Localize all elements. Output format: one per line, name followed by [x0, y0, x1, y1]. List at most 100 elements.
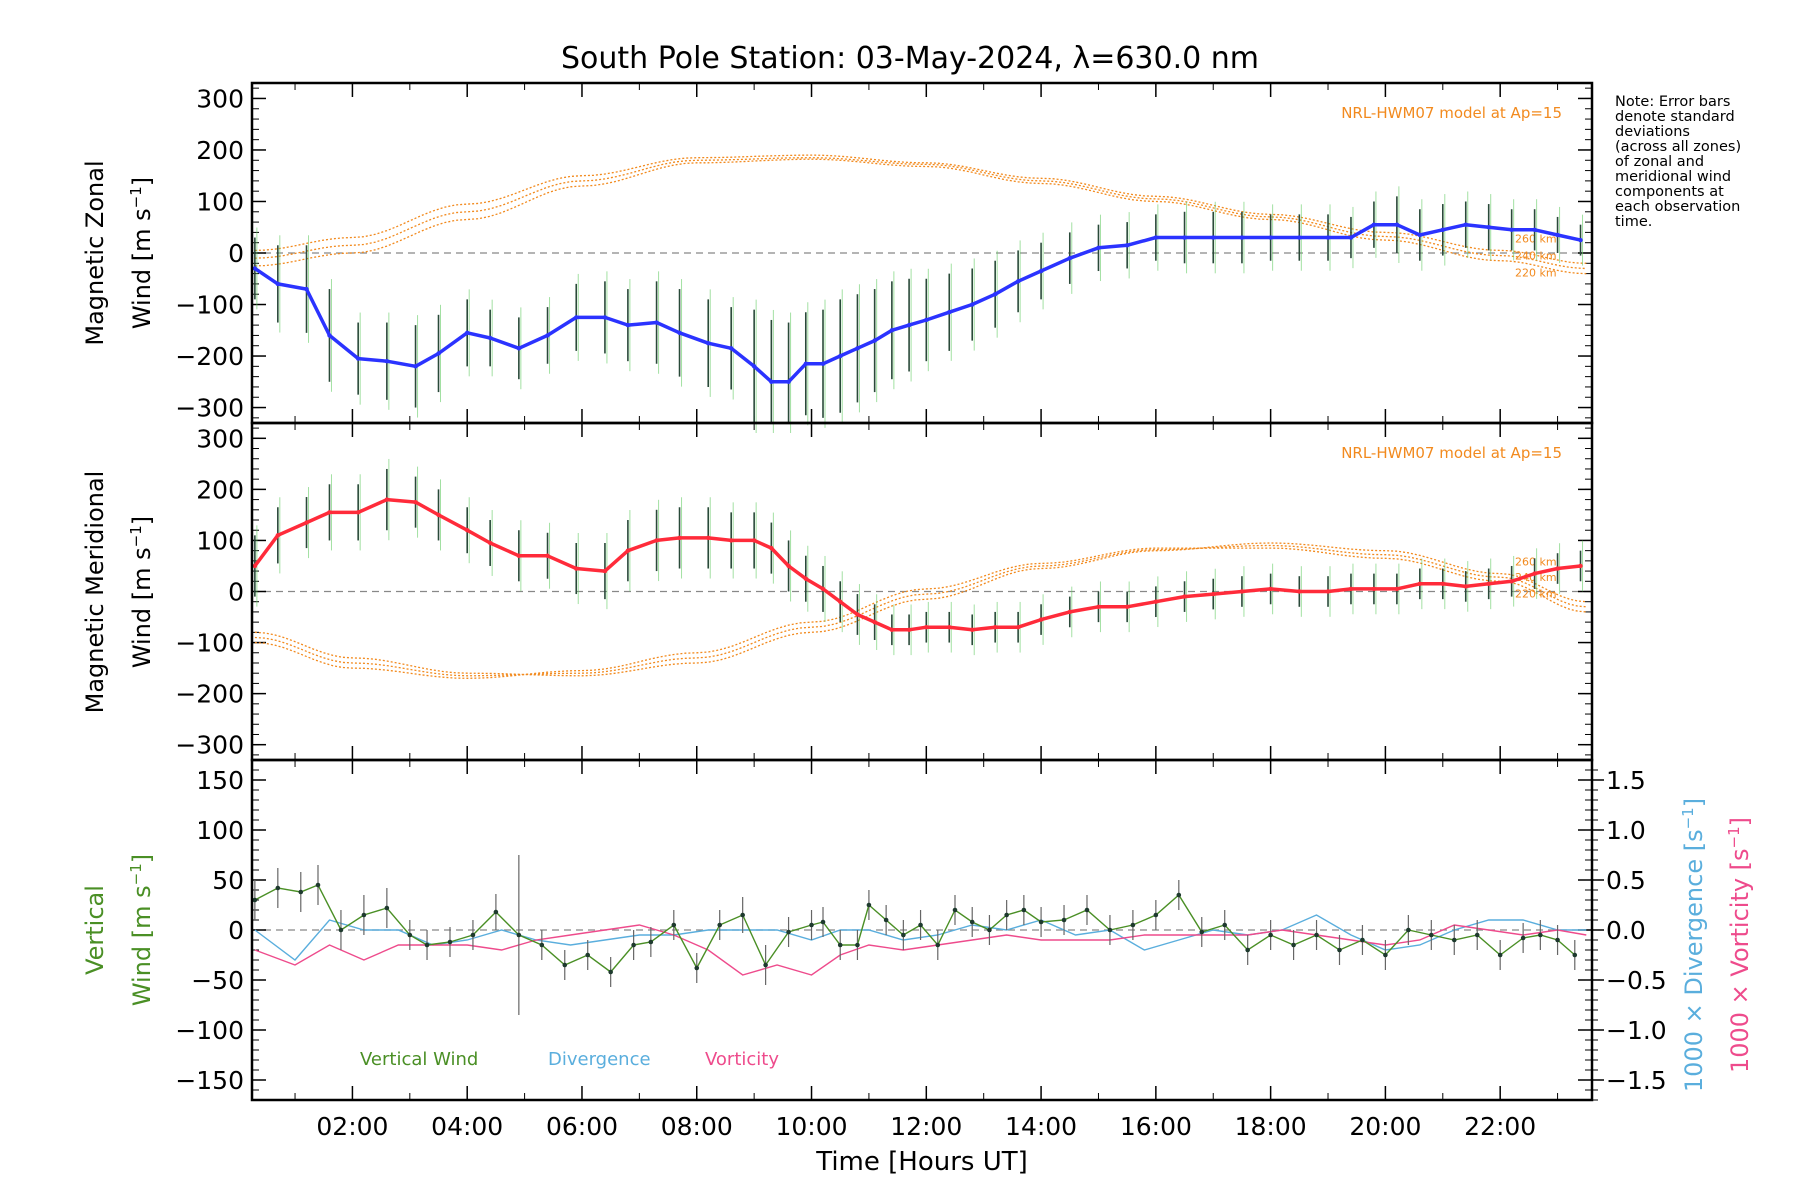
data-point: [1578, 563, 1583, 569]
data-point: [1497, 952, 1503, 958]
data-point: [1211, 591, 1216, 597]
data-point: [872, 338, 877, 343]
y2-axis-label-vorticity: 1000 × Vorticity [s−1]: [1725, 817, 1754, 1073]
y-tick-label: 0: [228, 916, 244, 945]
data-point: [1297, 235, 1302, 240]
y-axis-label-line2: Wind [m s−1]: [127, 177, 156, 329]
data-point: [252, 563, 258, 569]
data-point: [837, 942, 843, 948]
data-point: [1096, 245, 1101, 251]
data-point: [969, 919, 975, 925]
data-point: [562, 962, 568, 968]
data-point: [820, 919, 826, 925]
data-point: [838, 599, 843, 604]
data-point: [1451, 937, 1457, 943]
data-point: [539, 942, 545, 948]
data-point: [803, 361, 808, 366]
data-point: [924, 625, 929, 630]
data-point: [1067, 609, 1072, 615]
data-point: [493, 909, 499, 915]
model-line: [254, 154, 1587, 264]
data-point: [1348, 235, 1354, 240]
data-point: [1021, 907, 1027, 913]
data-point: [516, 346, 522, 351]
data-point: [728, 346, 734, 351]
data-point: [677, 535, 682, 541]
x-tick-label: 02:00: [316, 1112, 388, 1141]
data-point: [1239, 235, 1245, 240]
data-point: [1463, 584, 1468, 589]
data-point: [1555, 937, 1560, 943]
error-bar-note: Note: Error bars denote standard deviati…: [1615, 95, 1795, 230]
data-point: [1463, 222, 1468, 227]
vertical-panel: −150 −100 −50 0 50 100 150 −1.5 −1.0 −0.5 0.0 0.5 1.…: [175, 758, 1667, 1177]
x-tick-label: 12:00: [890, 1112, 962, 1141]
data-point: [1038, 268, 1044, 274]
data-point: [470, 932, 476, 938]
data-point: [786, 929, 791, 935]
legend-entry: Divergence: [548, 1049, 651, 1070]
data-point: [1337, 947, 1342, 953]
data-point: [706, 535, 711, 541]
y-tick-label: 0: [228, 239, 244, 268]
data-point: [1153, 599, 1159, 604]
data-point: [355, 510, 361, 515]
data-point: [694, 965, 700, 971]
data-point: [1096, 604, 1101, 610]
data-point: [608, 969, 613, 975]
data-point: [924, 317, 929, 323]
data-point: [677, 330, 682, 336]
y-axis-label-line1: Magnetic Meridional: [81, 471, 109, 714]
data-point: [1325, 235, 1331, 240]
data-point: [654, 320, 659, 325]
data-point: [992, 292, 998, 297]
data-point: [1440, 227, 1445, 233]
y-tick-label: −100: [175, 1016, 244, 1045]
data-point: [1572, 952, 1578, 958]
y-tick-label: 150: [196, 766, 244, 795]
data-point: [602, 315, 608, 320]
x-axis-label: Time [Hours UT]: [815, 1147, 1028, 1177]
data-point: [820, 361, 826, 366]
data-point: [1211, 235, 1216, 240]
y-tick-label: 100: [196, 816, 244, 845]
y2-tick-label: 0.5: [1606, 866, 1646, 895]
zonal-panel: −300 −200 −100 0 100 200 300 NRL-HWM07 model at…: [175, 81, 1594, 433]
data-point: [906, 322, 912, 328]
data-point: [820, 586, 826, 592]
data-point: [1199, 929, 1205, 935]
data-point: [1061, 917, 1067, 923]
x-tick-label: 10:00: [776, 1112, 848, 1141]
panel-frame: [250, 81, 1594, 425]
data-point: [1486, 225, 1491, 230]
data-point: [487, 335, 493, 341]
data-point: [1314, 932, 1319, 938]
panel-frame: [250, 758, 1594, 1102]
data-point: [304, 286, 309, 292]
x-tick-label: 04:00: [431, 1112, 503, 1141]
data-point: [1394, 586, 1400, 592]
data-point: [1084, 907, 1090, 913]
y-tick-label: −100: [175, 291, 244, 320]
data-point: [574, 566, 579, 571]
data-point: [1268, 235, 1273, 240]
data-point: [786, 379, 791, 384]
y-tick-label: −50: [191, 966, 244, 995]
data-point: [298, 889, 304, 895]
data-point: [1406, 927, 1411, 933]
data-point: [1268, 932, 1273, 938]
series-line: [253, 222, 1581, 384]
x-tick-label: 08:00: [661, 1112, 733, 1141]
data-point: [1555, 566, 1560, 571]
data-point: [751, 538, 757, 543]
y-tick-label: −100: [175, 629, 244, 658]
data-point: [901, 932, 906, 938]
data-point: [769, 545, 774, 551]
data-point: [671, 922, 677, 928]
note-line: deviations: [1615, 124, 1690, 140]
data-point: [1371, 222, 1377, 227]
data-point: [447, 939, 453, 945]
note-line: denote standard: [1615, 109, 1735, 125]
data-point: [338, 927, 344, 933]
data-point: [1555, 232, 1560, 238]
